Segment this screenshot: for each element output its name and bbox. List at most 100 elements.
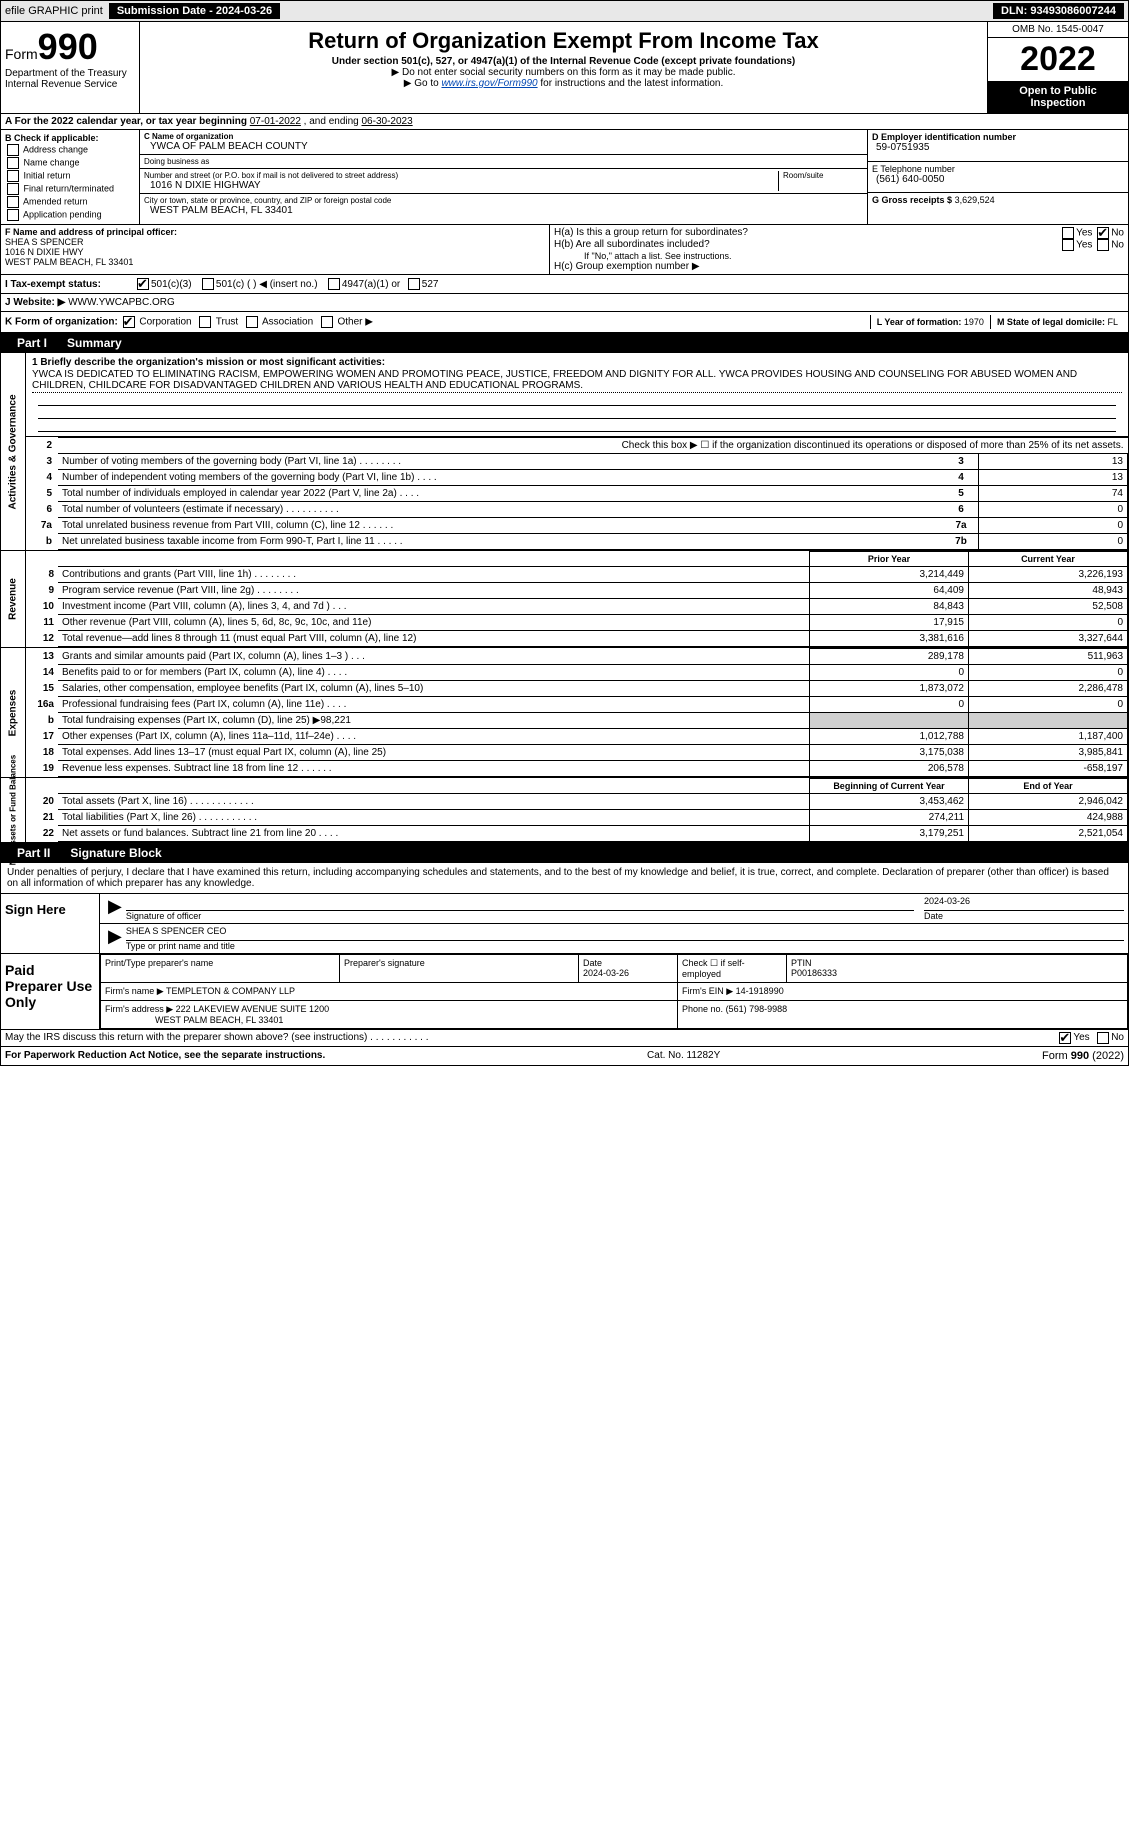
side-label-exp: Expenses xyxy=(8,689,19,736)
governance-table: 2Check this box ▶ ☐ if the organization … xyxy=(26,437,1128,550)
table-row: bTotal fundraising expenses (Part IX, co… xyxy=(26,713,1128,729)
firm-name-value: TEMPLETON & COMPANY LLP xyxy=(166,986,295,996)
checkbox-address-change[interactable] xyxy=(7,144,19,156)
row-a-end: 06-30-2023 xyxy=(362,116,413,127)
table-row: 7aTotal unrelated business revenue from … xyxy=(26,518,1128,534)
checkbox-amended[interactable] xyxy=(7,196,19,208)
mission-text: YWCA IS DEDICATED TO ELIMINATING RACISM,… xyxy=(32,368,1122,393)
paid-preparer-section: Paid Preparer Use Only Print/Type prepar… xyxy=(0,954,1129,1030)
form-title: Return of Organization Exempt From Incom… xyxy=(144,28,983,54)
submission-date: Submission Date - 2024-03-26 xyxy=(109,3,280,19)
table-row: 9Program service revenue (Part VIII, lin… xyxy=(26,583,1128,599)
cb-trust[interactable] xyxy=(199,316,211,328)
form-subtitle-2: ▶ Do not enter social security numbers o… xyxy=(144,67,983,78)
cb-501c[interactable] xyxy=(202,278,214,290)
checkbox-app-pending[interactable] xyxy=(7,209,19,221)
table-row: 14Benefits paid to or for members (Part … xyxy=(26,665,1128,681)
irs-link[interactable]: www.irs.gov/Form990 xyxy=(441,78,537,89)
opt-501c: 501(c) ( ) ◀ (insert no.) xyxy=(216,279,318,290)
cb-corp[interactable] xyxy=(123,316,135,328)
cb-label-0: Address change xyxy=(23,144,88,154)
table-row: Firm's address ▶ 222 LAKEVIEW AVENUE SUI… xyxy=(101,1001,1128,1029)
cb-other[interactable] xyxy=(321,316,333,328)
expenses-table: 13Grants and similar amounts paid (Part … xyxy=(26,648,1128,777)
cb-label-2: Initial return xyxy=(24,170,71,180)
revenue-table: Prior YearCurrent Year8Contributions and… xyxy=(26,551,1128,647)
prep-date-header: Date xyxy=(583,958,602,968)
prep-name-header: Print/Type preparer's name xyxy=(101,955,340,983)
expenses-section: Expenses 13Grants and similar amounts pa… xyxy=(0,648,1129,778)
footer-mid: Cat. No. 11282Y xyxy=(647,1050,720,1062)
ha-yes[interactable] xyxy=(1062,227,1074,239)
cb-assoc[interactable] xyxy=(246,316,258,328)
firm-addr-label: Firm's address ▶ xyxy=(105,1004,173,1014)
firm-phone-label: Phone no. xyxy=(682,1004,723,1014)
omb-number: OMB No. 1545-0047 xyxy=(988,22,1128,38)
tax-year: 2022 xyxy=(988,38,1128,81)
revenue-section: Revenue Prior YearCurrent Year8Contribut… xyxy=(0,551,1129,648)
cb-501c3[interactable] xyxy=(137,278,149,290)
firm-ein-label: Firm's EIN ▶ xyxy=(682,986,733,996)
m-value: FL xyxy=(1107,317,1118,327)
officer-addr1: 1016 N DIXIE HWY xyxy=(5,247,84,257)
k-label: K Form of organization: xyxy=(5,317,118,328)
gross-value: 3,629,524 xyxy=(955,195,995,205)
row-a-tax-year: A For the 2022 calendar year, or tax yea… xyxy=(0,114,1129,130)
opt-assoc: Association xyxy=(262,317,313,328)
discuss-yes[interactable] xyxy=(1059,1032,1071,1044)
signature-intro: Under penalties of perjury, I declare th… xyxy=(0,863,1129,894)
side-label-net: Net Assets or Fund Balances xyxy=(9,755,18,865)
table-row: 12Total revenue—add lines 8 through 11 (… xyxy=(26,631,1128,647)
checkbox-initial-return[interactable] xyxy=(7,170,19,182)
checkbox-name-change[interactable] xyxy=(7,157,19,169)
table-row: 13Grants and similar amounts paid (Part … xyxy=(26,649,1128,665)
footer-left: For Paperwork Reduction Act Notice, see … xyxy=(5,1050,325,1062)
room-label: Room/suite xyxy=(783,171,863,180)
section-fh: F Name and address of principal officer:… xyxy=(0,225,1129,275)
ha-no[interactable] xyxy=(1097,227,1109,239)
discuss-no[interactable] xyxy=(1097,1032,1109,1044)
sig-officer-label: Signature of officer xyxy=(126,911,914,921)
table-row: 5Total number of individuals employed in… xyxy=(26,486,1128,502)
form-header: Form990 Department of the Treasury Inter… xyxy=(0,22,1129,114)
form-label: Form xyxy=(5,46,38,62)
part1-title: Summary xyxy=(67,336,122,350)
cb-label-3: Final return/terminated xyxy=(24,183,115,193)
table-row: 15Salaries, other compensation, employee… xyxy=(26,681,1128,697)
side-label-gov: Activities & Governance xyxy=(8,394,19,509)
cb-label-1: Name change xyxy=(24,157,80,167)
ein-value: 59-0751935 xyxy=(872,142,1124,153)
org-name: YWCA OF PALM BEACH COUNTY xyxy=(144,141,863,152)
section-bcd: B Check if applicable: Address change Na… xyxy=(0,130,1129,225)
hb-yes[interactable] xyxy=(1062,239,1074,251)
opt-trust: Trust xyxy=(216,317,238,328)
may-discuss-row: May the IRS discuss this return with the… xyxy=(0,1030,1129,1047)
cb-label-4: Amended return xyxy=(23,196,88,206)
part-2-header: Part II Signature Block xyxy=(0,843,1129,863)
hb-note: If "No," attach a list. See instructions… xyxy=(554,251,1124,261)
sign-here-section: Sign Here ▶ Signature of officer 2024-03… xyxy=(0,894,1129,954)
firm-addr1: 222 LAKEVIEW AVENUE SUITE 1200 xyxy=(176,1004,329,1014)
sig-date-value: 2024-03-26 xyxy=(924,896,1124,911)
hb-yes-label: Yes xyxy=(1076,240,1092,251)
ha-yes-label: Yes xyxy=(1076,228,1092,239)
preparer-table: Print/Type preparer's name Preparer's si… xyxy=(100,954,1128,1029)
firm-phone-value: (561) 798-9988 xyxy=(726,1004,788,1014)
hb-no-label: No xyxy=(1111,240,1124,251)
table-row: 16aProfessional fundraising fees (Part I… xyxy=(26,697,1128,713)
l-label: L Year of formation: xyxy=(877,317,962,327)
city-label: City or town, state or province, country… xyxy=(144,196,863,205)
table-row: 19Revenue less expenses. Subtract line 1… xyxy=(26,761,1128,777)
checkbox-final-return[interactable] xyxy=(7,183,19,195)
cb-527[interactable] xyxy=(408,278,420,290)
cb-4947[interactable] xyxy=(328,278,340,290)
dba-label: Doing business as xyxy=(144,157,863,166)
col-b-title: B Check if applicable: xyxy=(5,133,99,143)
net-assets-table: Beginning of Current YearEnd of Year20To… xyxy=(26,778,1128,842)
table-row: 11Other revenue (Part VIII, column (A), … xyxy=(26,615,1128,631)
hb-no[interactable] xyxy=(1097,239,1109,251)
blank-line xyxy=(38,406,1116,419)
table-row: Firm's name ▶ TEMPLETON & COMPANY LLP Fi… xyxy=(101,983,1128,1001)
table-row: 17Other expenses (Part IX, column (A), l… xyxy=(26,729,1128,745)
efile-label: efile GRAPHIC print xyxy=(5,5,103,17)
